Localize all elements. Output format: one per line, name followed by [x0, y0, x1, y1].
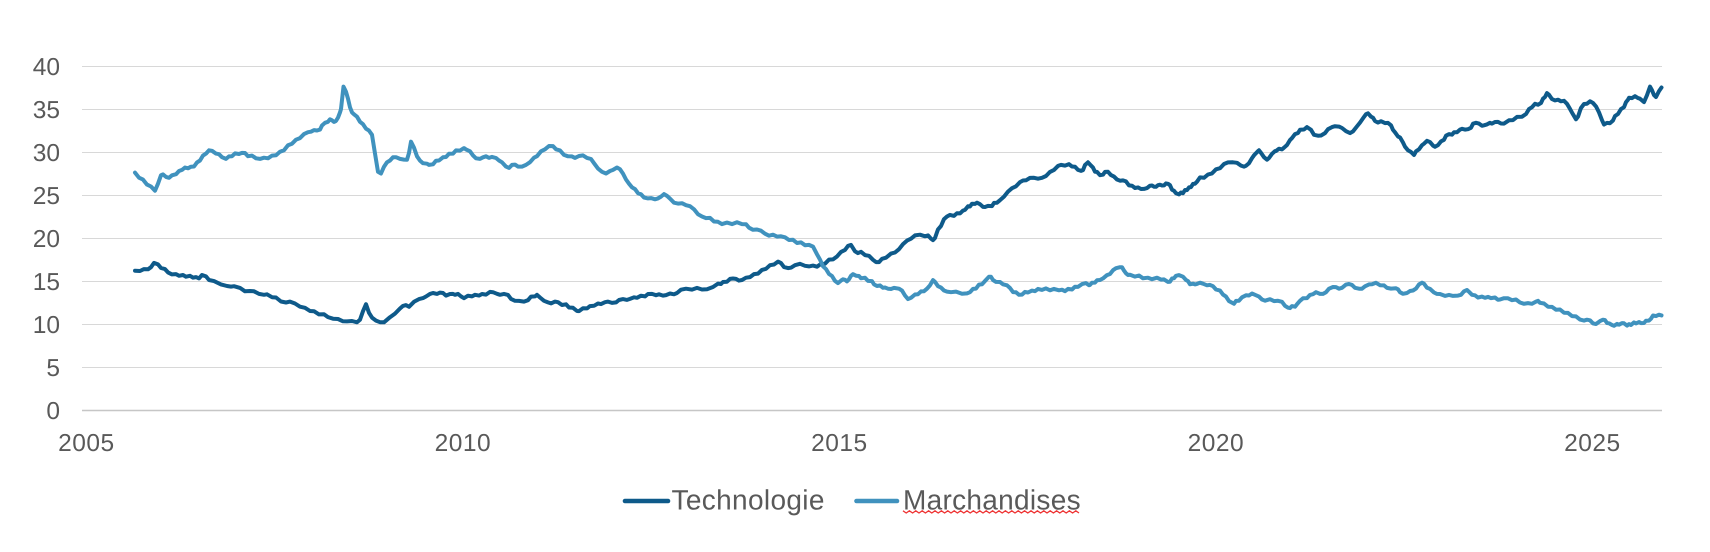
svg-text:2010: 2010: [435, 430, 492, 457]
svg-text:2025: 2025: [1564, 430, 1621, 457]
svg-text:35: 35: [33, 97, 60, 124]
svg-text:15: 15: [33, 269, 60, 296]
svg-text:2020: 2020: [1188, 430, 1245, 457]
svg-text:10: 10: [33, 312, 60, 339]
svg-text:40: 40: [33, 54, 60, 81]
svg-text:2015: 2015: [811, 430, 868, 457]
svg-text:Technologie: Technologie: [672, 485, 825, 516]
svg-text:5: 5: [46, 355, 60, 382]
svg-text:0: 0: [46, 398, 60, 425]
svg-text:2005: 2005: [58, 430, 115, 457]
svg-text:30: 30: [33, 140, 60, 167]
svg-text:Marchandises: Marchandises: [903, 485, 1081, 516]
svg-text:20: 20: [33, 226, 60, 253]
svg-text:25: 25: [33, 183, 60, 210]
